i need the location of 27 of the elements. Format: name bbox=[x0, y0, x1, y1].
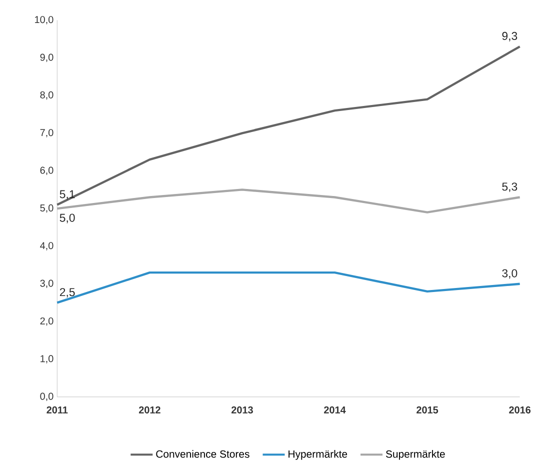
y-tick-label: 7,0 bbox=[40, 129, 54, 138]
data-label: 9,3 bbox=[502, 32, 518, 42]
y-tick-label: 3,0 bbox=[40, 280, 54, 288]
data-label: 5,1 bbox=[60, 190, 75, 200]
legend-label: Supermärkte bbox=[386, 450, 445, 460]
data-label: 2,5 bbox=[60, 288, 75, 298]
y-tick-label: 6,0 bbox=[40, 166, 54, 175]
x-tick-label: 2016 bbox=[509, 406, 531, 414]
y-tick-label: 1,0 bbox=[40, 355, 54, 364]
y-tick-label: 2,0 bbox=[40, 317, 54, 326]
y-tick-label: 4,0 bbox=[40, 242, 54, 250]
x-tick-label: 2013 bbox=[231, 406, 253, 414]
y-tick-label: 8,0 bbox=[40, 91, 54, 100]
x-tick-label: 2012 bbox=[138, 406, 160, 414]
data-label: 3,0 bbox=[502, 269, 518, 279]
x-tick-label: 2014 bbox=[324, 406, 346, 414]
y-tick-label: 5,0 bbox=[40, 204, 54, 213]
legend-label: Convenience Stores bbox=[156, 450, 250, 458]
x-tick-label: 2015 bbox=[416, 406, 438, 414]
x-tick-label: 2011 bbox=[46, 406, 68, 414]
y-tick-label: 9,0 bbox=[40, 54, 54, 62]
y-tick-label: 0,0 bbox=[40, 392, 54, 401]
data-label: 5,3 bbox=[502, 182, 518, 192]
y-tick-label: 10,0 bbox=[35, 16, 54, 24]
line-series bbox=[56, 45, 521, 206]
data-label: 5,0 bbox=[60, 214, 75, 224]
legend-label: Hypermärkte bbox=[288, 450, 348, 460]
